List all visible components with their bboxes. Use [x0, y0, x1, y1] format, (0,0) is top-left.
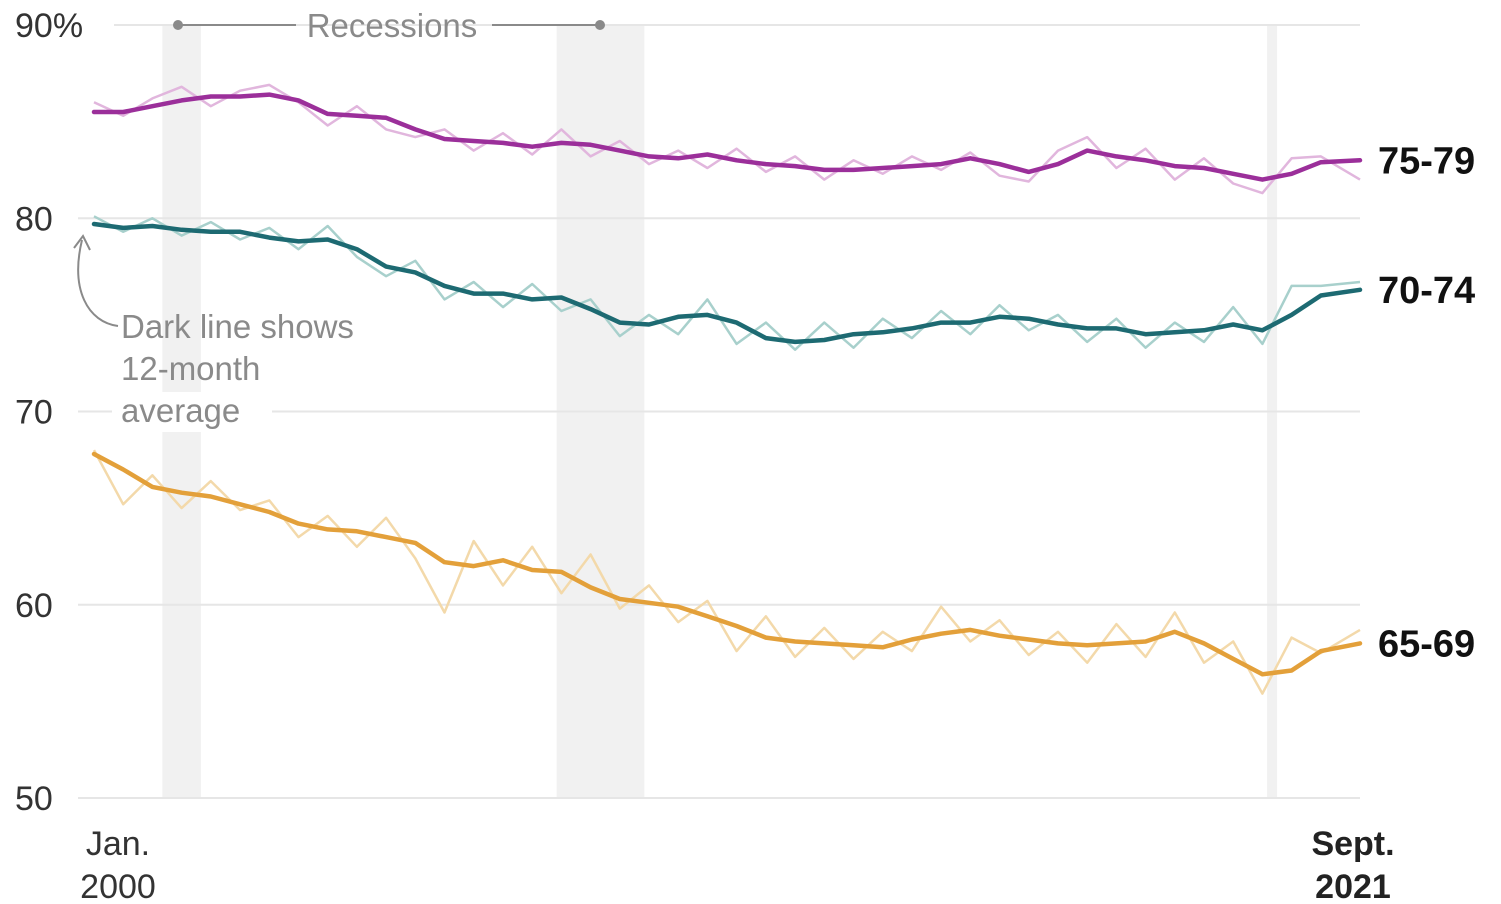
annotation-line-1: Dark line shows [121, 308, 354, 345]
x-label-end-year: 2021 [1315, 868, 1391, 904]
recessions-bracket-right-dot [595, 20, 605, 30]
x-label-end-month: Sept. [1311, 825, 1394, 863]
average-annotation: Dark line shows 12-month average [73, 234, 354, 429]
series-70-74-monthly-line [93, 215, 1361, 351]
series-label-70-74: 70-74 [1378, 270, 1475, 312]
annotation-line-3: average [121, 392, 240, 429]
series-65-69-monthly-line [92, 449, 1361, 695]
series-75-79-average-line [91, 92, 1363, 182]
series-65-69-average-line [91, 451, 1363, 677]
x-label-start-year: 2000 [80, 868, 156, 904]
recessions-label: Recessions [307, 7, 478, 44]
y-tick-label-70: 70 [15, 394, 53, 432]
annotation-arrowhead [73, 234, 91, 251]
annotation-line-2: 12-month [121, 350, 260, 387]
recessions-bracket-left-dot [173, 20, 183, 30]
annotation-arrow [77, 239, 119, 327]
series-label-75-79: 75-79 [1378, 140, 1475, 182]
y-tick-label-60: 60 [15, 587, 53, 625]
series-label-65-69: 65-69 [1378, 623, 1475, 665]
y-tick-label-50: 50 [15, 780, 53, 818]
series-end-labels: 75-79 70-74 65-69 [1378, 140, 1475, 665]
recessions-legend: Recessions [173, 7, 605, 44]
y-tick-label-90: 90% [15, 7, 83, 45]
gridlines [78, 24, 1360, 799]
x-label-start-month: Jan. [86, 825, 150, 863]
series-75-79-monthly-line [93, 83, 1361, 195]
y-tick-label-80: 80 [15, 200, 53, 238]
x-axis-labels: Jan. 2000 Sept. 2021 [80, 825, 1394, 904]
y-axis-tick-labels: 90% 80 70 60 50 [15, 7, 83, 818]
series-layer [91, 83, 1363, 695]
series-70-74-average-line [91, 221, 1363, 345]
annotation-backdrop [112, 392, 272, 432]
